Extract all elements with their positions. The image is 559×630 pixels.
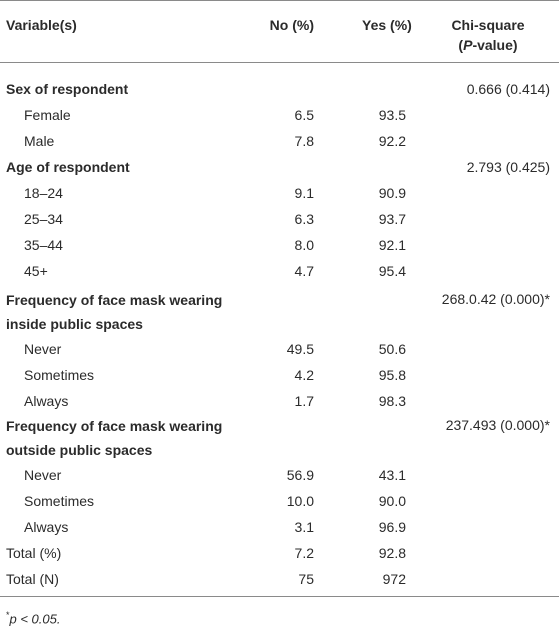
row-yes: 96.9 <box>378 519 406 535</box>
row-label: 45+ <box>24 263 48 279</box>
row-label: Never <box>24 467 62 483</box>
group-label-inside-line1: Frequency of face mask wearing <box>6 292 223 308</box>
row-label: Total (N) <box>6 571 59 587</box>
group-row-sex: Sex of respondent 0.666 (0.414) <box>0 76 559 102</box>
chi-row-inside: 268.0.42 (0.000)* <box>0 286 559 312</box>
table-row: Never 56.9 43.1 <box>0 462 559 488</box>
table-row: Always 3.1 96.9 <box>0 514 559 540</box>
table-row: 35–44 8.0 92.1 <box>0 232 559 258</box>
row-label: Always <box>24 519 69 535</box>
row-label: Total (%) <box>6 545 62 561</box>
row-no: 8.0 <box>294 237 314 253</box>
chi-value-inside: 268.0.42 (0.000)* <box>441 291 550 307</box>
row-yes: 92.8 <box>378 545 406 561</box>
row-label: Always <box>24 393 69 409</box>
header-no: No (%) <box>269 17 314 33</box>
group-label-outside-line2: outside public spaces <box>6 442 153 458</box>
header-rule <box>0 62 559 63</box>
row-yes: 93.5 <box>378 107 406 123</box>
chi-value-outside: 237.493 (0.000)* <box>445 417 550 433</box>
row-yes: 43.1 <box>378 467 406 483</box>
row-no: 56.9 <box>286 467 314 483</box>
row-yes: 98.3 <box>378 393 406 409</box>
table-row: Female 6.5 93.5 <box>0 102 559 128</box>
row-no: 1.7 <box>294 393 314 409</box>
table-row: Male 7.8 92.2 <box>0 128 559 154</box>
row-yes: 972 <box>382 571 406 587</box>
table-row: Never 49.5 50.6 <box>0 336 559 362</box>
group-label-outside-line1: Frequency of face mask wearing <box>6 418 223 434</box>
chi-value-age: 2.793 (0.425) <box>466 159 550 175</box>
header-chi-line2: (P-value) <box>458 37 518 53</box>
row-yes: 95.8 <box>378 367 406 383</box>
group-label-inside: Frequency of face mask wearing inside pu… <box>6 288 222 336</box>
row-no: 10.0 <box>286 493 314 509</box>
header-yes: Yes (%) <box>362 17 412 33</box>
header-chi-line1: Chi-square <box>451 17 525 33</box>
group-label-sex: Sex of respondent <box>6 81 129 97</box>
group-label-inside-line2: inside public spaces <box>6 316 143 332</box>
row-label: Sometimes <box>24 493 95 509</box>
row-no: 7.8 <box>294 133 314 149</box>
table-row: Always 1.7 98.3 <box>0 388 559 414</box>
footnote: *p < 0.05. <box>6 606 60 628</box>
row-no: 4.2 <box>294 367 314 383</box>
group-label-outside: Frequency of face mask wearing outside p… <box>6 414 222 462</box>
chi-value-sex: 0.666 (0.414) <box>466 81 550 97</box>
row-no: 6.5 <box>294 107 314 123</box>
row-yes: 90.9 <box>378 185 406 201</box>
row-label: Female <box>24 107 71 123</box>
footnote-marker: * <box>6 610 10 620</box>
row-no: 9.1 <box>294 185 314 201</box>
row-label: 35–44 <box>24 237 63 253</box>
table-row: 45+ 4.7 95.4 <box>0 258 559 284</box>
group-label-age: Age of respondent <box>6 159 130 175</box>
group-row-age: Age of respondent 2.793 (0.425) <box>0 154 559 180</box>
row-yes: 50.6 <box>378 341 406 357</box>
table-row: Sometimes 4.2 95.8 <box>0 362 559 388</box>
row-label: Male <box>24 133 55 149</box>
table-row: 25–34 6.3 93.7 <box>0 206 559 232</box>
row-yes: 92.1 <box>378 237 406 253</box>
row-no: 7.2 <box>294 545 314 561</box>
top-rule <box>0 0 559 1</box>
footnote-text: p < 0.05. <box>9 611 61 627</box>
row-no: 75 <box>298 571 314 587</box>
row-yes: 92.2 <box>378 133 406 149</box>
row-no: 49.5 <box>286 341 314 357</box>
row-no: 6.3 <box>294 211 314 227</box>
row-label: Sometimes <box>24 367 95 383</box>
header-variable: Variable(s) <box>6 17 77 33</box>
row-yes: 93.7 <box>378 211 406 227</box>
total-percent-row: Total (%) 7.2 92.8 <box>0 540 559 566</box>
table-row: Sometimes 10.0 90.0 <box>0 488 559 514</box>
bottom-rule <box>0 596 559 597</box>
total-n-row: Total (N) 75 972 <box>0 566 559 592</box>
row-yes: 95.4 <box>378 263 406 279</box>
row-label: 25–34 <box>24 211 63 227</box>
header-row: Variable(s) No (%) Yes (%) <box>0 12 559 38</box>
row-no: 4.7 <box>294 263 314 279</box>
chi-row-outside: 237.493 (0.000)* <box>0 412 559 438</box>
table-row: 18–24 9.1 90.9 <box>0 180 559 206</box>
row-yes: 90.0 <box>378 493 406 509</box>
row-label: 18–24 <box>24 185 63 201</box>
row-label: Never <box>24 341 62 357</box>
header-chi-square: Chi-square (P-value) <box>420 15 556 55</box>
row-no: 3.1 <box>294 519 314 535</box>
